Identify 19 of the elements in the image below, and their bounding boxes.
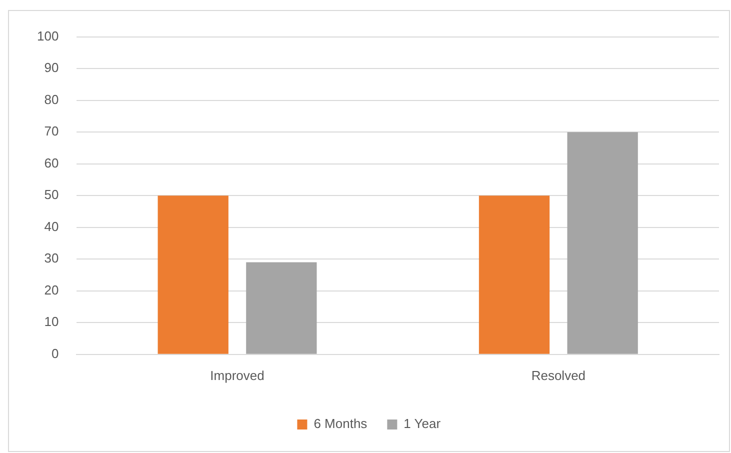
y-tick-label: 80 <box>44 92 59 107</box>
y-tick-label: 10 <box>44 314 59 330</box>
y-tick-label: 90 <box>44 60 59 76</box>
x-tick-label: Improved <box>210 368 264 383</box>
y-tick-label: 70 <box>44 124 59 139</box>
y-tick-label: 50 <box>44 187 59 202</box>
y-tick-label: 0 <box>51 346 59 361</box>
y-tick-label: 20 <box>44 282 59 298</box>
y-tick-label: 30 <box>44 250 59 266</box>
bar <box>246 262 317 354</box>
bar <box>158 196 228 354</box>
y-tick-label: 100 <box>36 28 59 44</box>
legend-label: 6 Months <box>314 416 368 432</box>
bar <box>478 196 550 354</box>
y-tick-label: 60 <box>44 155 59 170</box>
x-tick-label: Resolved <box>531 368 586 383</box>
legend-label: 1 Year <box>404 416 442 432</box>
y-tick-label: 40 <box>44 218 59 234</box>
bar <box>567 132 638 354</box>
